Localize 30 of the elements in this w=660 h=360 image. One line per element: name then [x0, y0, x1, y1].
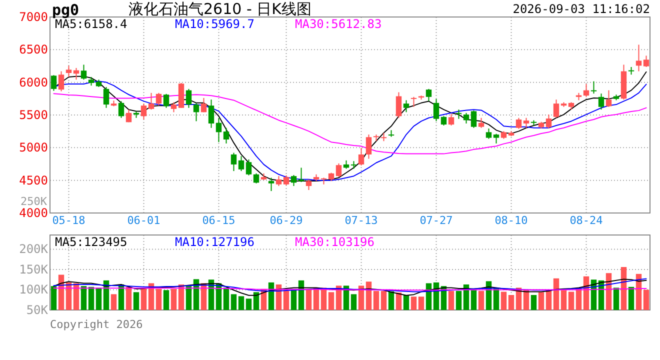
ytick: 100K: [19, 282, 48, 297]
annotation: pg0: [52, 1, 80, 19]
xtick: 07-27: [420, 214, 453, 227]
ytick: 7000: [19, 10, 48, 24]
annotation: Copyright 2026: [50, 318, 143, 331]
ytick: 200K: [19, 242, 48, 256]
ytick: 4000: [19, 206, 48, 220]
xtick: 06-15: [202, 214, 236, 227]
ytick: 6000: [19, 75, 48, 90]
legend: MA10:5969.7: [175, 17, 254, 31]
xtick: 07-13: [344, 214, 378, 227]
legend: MA5:123495: [55, 235, 128, 249]
legend: MA30:103196: [295, 235, 374, 249]
annotation: 2026-09-03 11:16:02: [512, 2, 650, 16]
xtick: 06-29: [270, 214, 303, 227]
legend: MA10:127196: [175, 235, 254, 249]
ytick: 50K: [26, 303, 48, 317]
title: 液化石油气2610 - 日K线图: [128, 0, 312, 18]
annotation: 250K: [20, 195, 47, 208]
xtick: 06-01: [127, 214, 160, 227]
xtick: 05-18: [52, 214, 86, 227]
xtick: 08-24: [570, 214, 603, 227]
ytick: 6500: [19, 42, 48, 57]
legend: MA5:6158.4: [55, 17, 128, 31]
ytick: 4500: [19, 173, 48, 188]
legend: MA30:5612.83: [295, 17, 382, 31]
ytick: 150K: [19, 262, 48, 276]
ytick: 5000: [19, 140, 48, 155]
ytick: 5500: [19, 108, 48, 122]
xtick: 08-10: [494, 214, 528, 227]
